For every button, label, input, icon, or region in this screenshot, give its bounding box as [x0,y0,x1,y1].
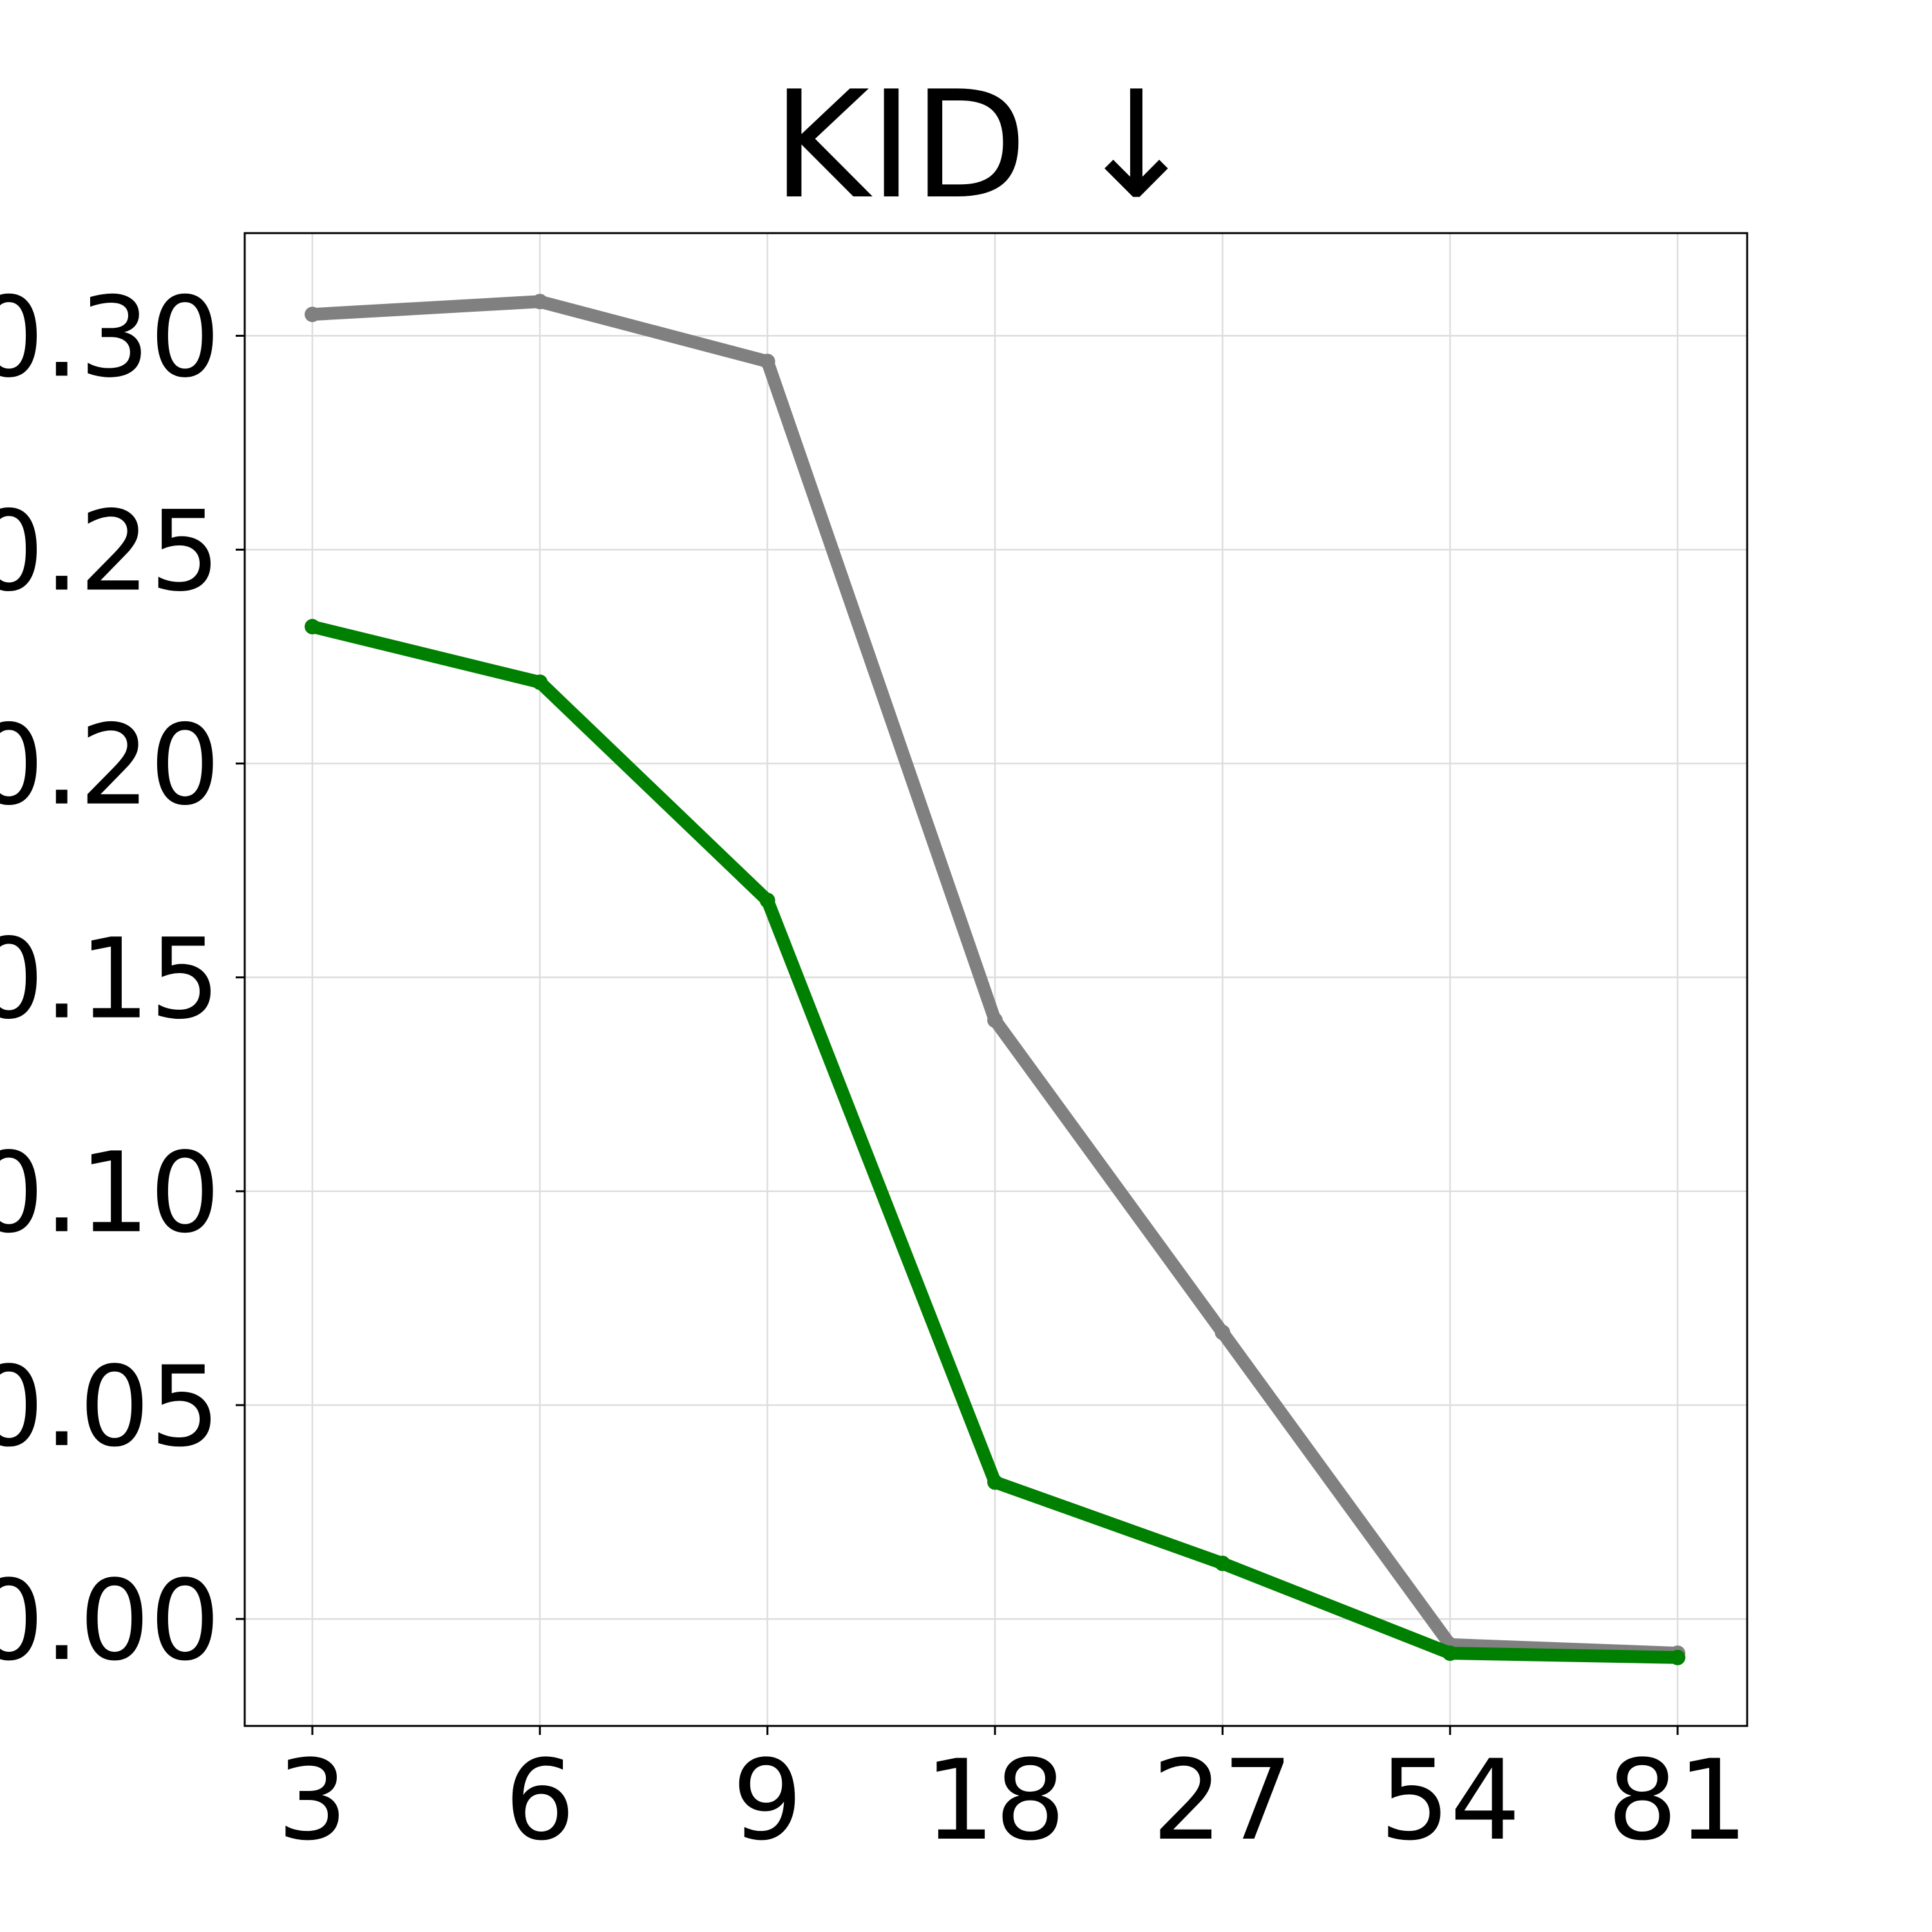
plot-frame [243,232,1748,1727]
x-tick-label: 6 [505,1736,575,1865]
data-point [1215,1324,1231,1340]
x-tick-label: 3 [277,1736,347,1865]
y-tick-label: 0.25 [0,486,220,616]
y-tick-label: 0.30 [0,272,220,402]
data-point [305,619,320,635]
x-tick-label: 54 [1379,1736,1520,1865]
data-point [1442,1645,1458,1662]
data-point [987,1012,1003,1028]
series-layer [305,294,1685,1665]
x-tick-label: 81 [1607,1736,1748,1865]
y-tick-label: 0.05 [0,1342,220,1472]
y-tick-label: 0.15 [0,914,220,1044]
data-point [305,307,320,323]
data-point [759,893,775,909]
data-point [532,674,548,690]
data-point [987,1474,1003,1490]
data-point [1670,1649,1685,1665]
data-point [1215,1555,1231,1571]
data-point [759,354,775,370]
x-tick-label: 9 [732,1736,802,1865]
y-tick-label: 0.10 [0,1128,220,1258]
y-tick-label: 0.00 [0,1556,220,1685]
data-point [532,294,548,310]
grid-layer [245,233,1747,1726]
x-tick-label: 27 [1152,1736,1293,1865]
axis-layer: 3 6 9 18 27 54 81 0.00 0.05 0.10 0.15 0.20 0.25 0.30 [0,272,1748,1865]
chart-title: KID ↓ [772,60,1198,232]
x-tick-label: 18 [925,1736,1066,1865]
y-tick-label: 0.20 [0,701,220,830]
